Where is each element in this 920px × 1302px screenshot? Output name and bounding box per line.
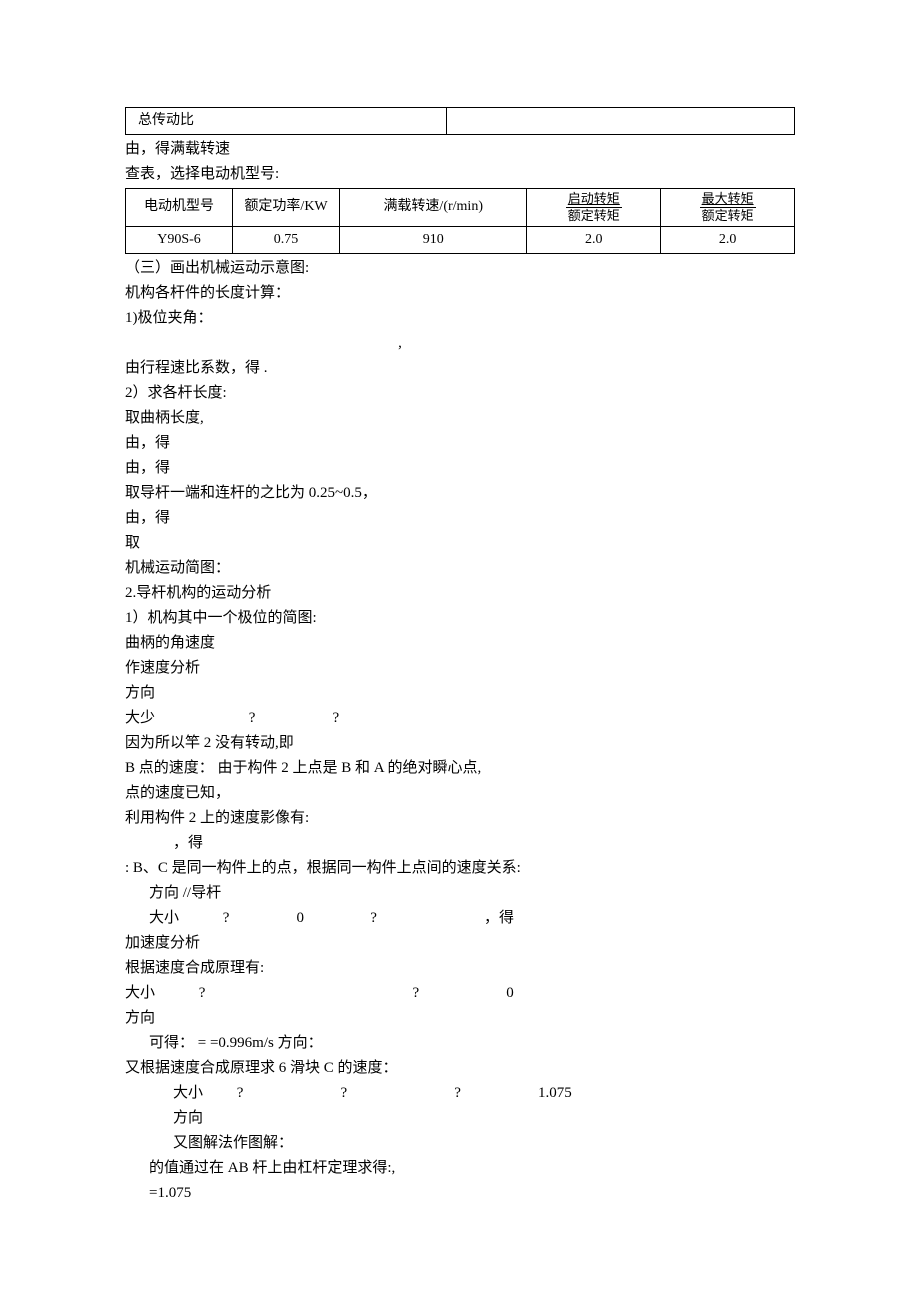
text-line: 查表，选择电动机型号:: [125, 162, 795, 186]
fraction-den: 额定转矩: [566, 208, 622, 224]
text-line: 利用构件 2 上的速度影像有:: [125, 806, 795, 830]
val: 0: [297, 906, 367, 930]
text-line: 的值通过在 AB 杆上由杠杆定理求得:,: [125, 1156, 795, 1180]
table-row: 总传动比: [126, 108, 795, 135]
text-line: 根据速度合成原理有:: [125, 956, 795, 980]
text-line: 2）求各杆长度:: [125, 381, 795, 405]
label: 大小: [149, 906, 219, 930]
cell: Y90S-6: [126, 226, 233, 253]
text-line: 大少 ? ?: [125, 706, 795, 730]
val: ?: [333, 706, 340, 730]
text-line: 大小 ? 0 ? ，得: [125, 906, 795, 930]
val: ?: [237, 1081, 337, 1105]
cell: 2.0: [527, 226, 661, 253]
text-line: 2.导杆机构的运动分析: [125, 581, 795, 605]
table-total-ratio: 总传动比: [125, 107, 795, 135]
val: ?: [370, 906, 480, 930]
fraction: 最大转矩 额定转矩: [700, 191, 756, 223]
fraction-num: 最大转矩: [700, 191, 756, 208]
col-header: 启动转矩 额定转矩: [527, 189, 661, 226]
text-line: 方向: [125, 1006, 795, 1030]
text-line: 机构各杆件的长度计算：: [125, 281, 795, 305]
text-line: 又根据速度合成原理求 6 滑块 C 的速度：: [125, 1056, 795, 1080]
text-line: 方向 //导杆: [125, 881, 795, 905]
text-line: 大小 ? ? 0: [125, 981, 795, 1005]
text-line: 由，得: [125, 431, 795, 455]
cell: 910: [340, 226, 527, 253]
table-row: Y90S-6 0.75 910 2.0 2.0: [126, 226, 795, 253]
text-line: ,: [125, 331, 795, 355]
text-line: 大小 ? ? ? 1.075: [125, 1081, 795, 1105]
val: ?: [454, 1081, 534, 1105]
label: 大少: [125, 706, 245, 730]
text-line: 作速度分析: [125, 656, 795, 680]
text-line: 由，得: [125, 506, 795, 530]
val: ?: [249, 706, 329, 730]
text-line: 取曲柄长度,: [125, 406, 795, 430]
text-line: 点的速度已知，: [125, 781, 795, 805]
fraction: 启动转矩 额定转矩: [566, 191, 622, 223]
text-line: 由，得: [125, 456, 795, 480]
val: 1.075: [538, 1081, 572, 1105]
text-line: 方向: [125, 1106, 795, 1130]
label: 大小: [125, 981, 195, 1005]
comma: ,: [398, 335, 402, 351]
col-header: 满载转速/(r/min): [340, 189, 527, 226]
table-header-row: 电动机型号 额定功率/KW 满载转速/(r/min) 启动转矩 额定转矩 最大转…: [126, 189, 795, 226]
text-line: ，得: [125, 831, 795, 855]
fraction-num: 启动转矩: [566, 191, 622, 208]
text-line: 取导杆一端和连杆的之比为 0.25~0.5，: [125, 481, 795, 505]
text-line: 又图解法作图解：: [125, 1131, 795, 1155]
cell: 2.0: [661, 226, 795, 253]
text-line: 取: [125, 531, 795, 555]
text-line: （三）画出机械运动示意图:: [125, 256, 795, 280]
col-header: 最大转矩 额定转矩: [661, 189, 795, 226]
text-line: =1.075: [125, 1181, 795, 1205]
text-line: 曲柄的角速度: [125, 631, 795, 655]
text-line: 由，得满载转速: [125, 137, 795, 161]
text-line: 可得： = =0.996m/s 方向：: [125, 1031, 795, 1055]
val: ?: [223, 906, 293, 930]
text-line: 加速度分析: [125, 931, 795, 955]
col-header: 电动机型号: [126, 189, 233, 226]
text-line: : B、C 是同一构件上的点，根据同一构件上点间的速度关系:: [125, 856, 795, 880]
cell-label: 总传动比: [126, 108, 447, 135]
val: ?: [341, 1081, 451, 1105]
val: ?: [413, 981, 503, 1005]
fraction-den: 额定转矩: [700, 208, 756, 224]
label: 大小: [173, 1081, 233, 1105]
text-line: 由行程速比系数，得 .: [125, 356, 795, 380]
text-line: 1)极位夹角：: [125, 306, 795, 330]
text-line: 机械运动简图：: [125, 556, 795, 580]
text-line: 因为所以竿 2 没有转动,即: [125, 731, 795, 755]
col-header: 额定功率/KW: [233, 189, 340, 226]
cell: 0.75: [233, 226, 340, 253]
val: 0: [506, 981, 514, 1005]
text-line: 方向: [125, 681, 795, 705]
text-line: 1）机构其中一个极位的简图:: [125, 606, 795, 630]
val: ?: [199, 981, 409, 1005]
suffix: ，得: [484, 906, 514, 930]
table-motor-spec: 电动机型号 额定功率/KW 满载转速/(r/min) 启动转矩 额定转矩 最大转…: [125, 188, 795, 254]
text-line: B 点的速度： 由于构件 2 上点是 B 和 A 的绝对瞬心点,: [125, 756, 795, 780]
cell-value: [447, 108, 795, 135]
